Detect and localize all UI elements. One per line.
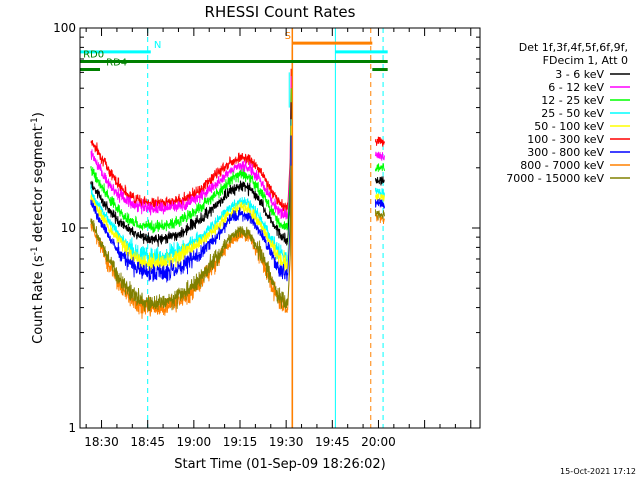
series-line-late [374,151,385,161]
generation-timestamp: 15-Oct-2021 17:12 [560,467,636,476]
series-line [90,149,289,220]
x-tick-label: 18:30 [84,435,119,449]
series-line-late [374,193,385,203]
x-tick-label: 18:45 [130,435,165,449]
y-axis-label-sup2: -1 [30,117,40,126]
series-line-late [374,209,385,220]
legend-header-line-1: Det 1f,3f,4f,5f,6f,9f, [519,41,628,54]
y-axis-label: Count Rate (s-1 detector segment-1) [30,112,46,344]
marker-label-S: S [285,31,291,42]
x-tick-label: 19:30 [269,435,304,449]
series-line-late [374,163,385,172]
legend: Det 1f,3f,4f,5f,6f,9f, FDecim 1, Att 0 3… [506,41,630,185]
y-axis-label-mid: detector segment [31,126,46,246]
legend-entry-label: 50 - 100 keV [534,120,604,133]
y-tick-label: 1 [68,421,76,435]
series-spike [287,165,293,306]
x-axis-label: Start Time (01-Sep-09 18:26:02) [174,457,385,472]
y-axis: 1 10 100 [53,21,480,435]
x-tick-label: 19:00 [177,435,212,449]
legend-entry-label: 25 - 50 keV [541,107,604,120]
y-axis-label-sup1: -1 [30,246,40,255]
marker-label-RD0: RD0 [83,49,104,60]
marker-label-N: N [154,40,161,51]
y-tick-label: 100 [53,21,76,35]
marker-label-RD4: RD4 [106,58,127,69]
legend-entry-label: 3 - 6 keV [555,68,604,81]
y-axis-label-end: ) [31,112,46,117]
series-line [90,140,289,213]
legend-entry-label: 300 - 800 keV [527,146,604,159]
series-line-late [374,197,385,209]
chart-title: RHESSI Count Rates [205,3,356,21]
legend-entry-label: 6 - 12 keV [548,81,604,94]
series-line-late [374,136,385,147]
x-tick-label: 19:15 [223,435,258,449]
series-line [90,194,289,273]
legend-entry-label: 100 - 300 keV [527,133,604,146]
series-line [90,165,289,234]
series-line [90,199,289,283]
x-tick-label: 19:45 [315,435,350,449]
x-axis: 18:30 18:45 19:00 19:15 19:30 19:45 20:00 [84,28,472,449]
y-axis-label-main: Count Rate (s [31,255,46,344]
series-layer [90,47,385,428]
legend-entry-label: 12 - 25 keV [541,94,604,107]
y-tick-label: 10 [61,221,76,235]
legend-entry-label: 800 - 7000 keV [520,159,604,172]
legend-entry-label: 7000 - 15000 keV [506,172,604,185]
series-line [90,218,289,312]
series-line [90,180,289,247]
series-line-late [374,176,385,186]
x-tick-label: 20:00 [361,435,396,449]
legend-header-line-2: FDecim 1, Att 0 [543,54,628,67]
